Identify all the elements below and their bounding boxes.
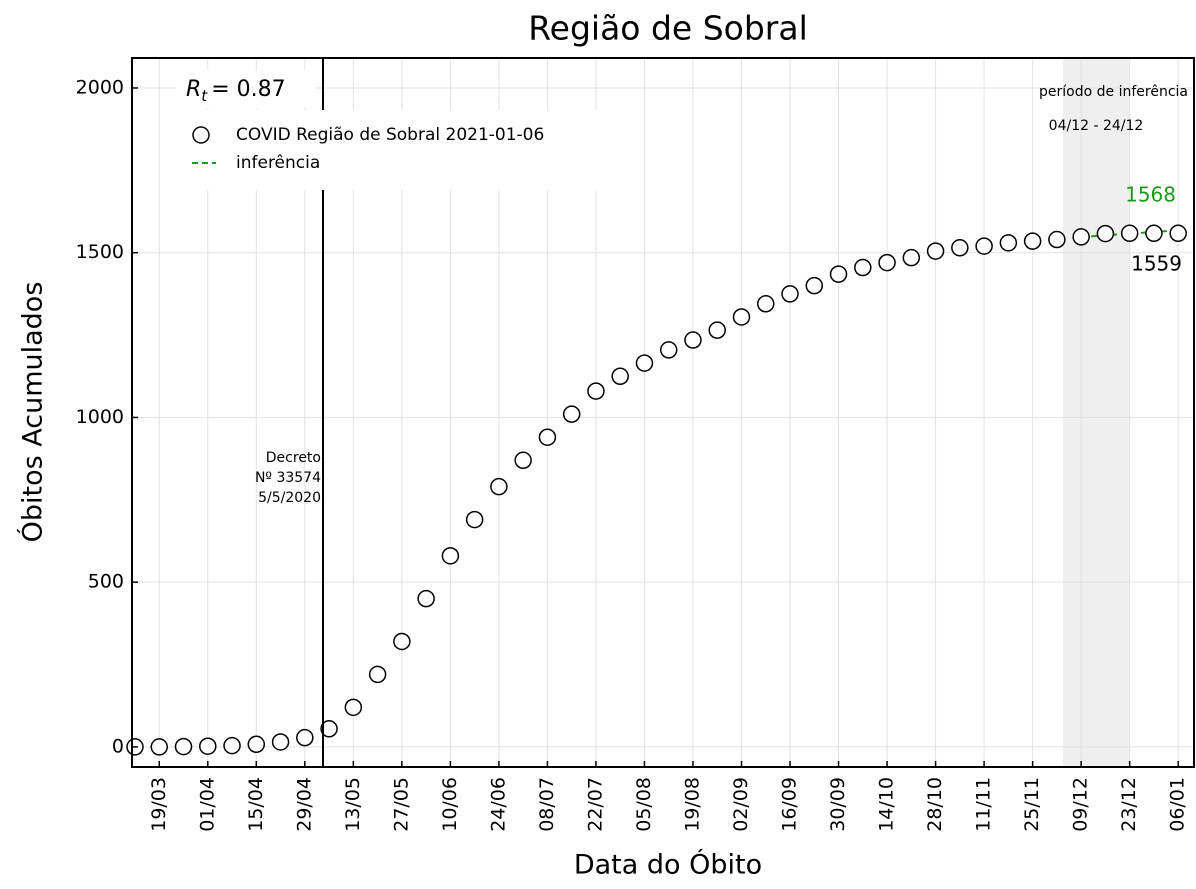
x-tick-label: 16/09 — [779, 777, 801, 832]
data-point — [514, 451, 532, 470]
data-point — [1072, 228, 1090, 246]
data-point — [223, 736, 241, 755]
x-tick-label: 11/11 — [973, 777, 995, 832]
data-point — [708, 321, 726, 339]
x-tick-label: 24/06 — [487, 777, 509, 832]
data-point — [296, 728, 314, 747]
data-point — [1023, 232, 1042, 250]
data-point — [1120, 224, 1139, 243]
x-tick-label: 30/09 — [827, 777, 849, 832]
data-point — [805, 276, 824, 295]
data-point — [659, 341, 678, 359]
data-point — [757, 295, 775, 313]
data-point — [465, 510, 484, 529]
x-tick-label: 06/01 — [1167, 777, 1189, 832]
x-tick-label: 25/11 — [1021, 777, 1043, 832]
rt-bg — [176, 70, 316, 108]
x-tick-label: 09/12 — [1070, 777, 1092, 832]
inference-label: período de inferência — [1039, 84, 1188, 100]
data-point — [320, 720, 338, 738]
x-tick-label: 01/04 — [196, 777, 218, 832]
rt-symbol: R — [186, 77, 201, 102]
data-point — [1048, 230, 1066, 249]
x-tick-label: 10/06 — [439, 777, 461, 832]
rt-value: = 0.87 — [211, 77, 285, 102]
x-tick-label: 13/05 — [342, 777, 364, 832]
data-point — [951, 239, 969, 257]
end-label-observed: 1559 — [1131, 252, 1182, 276]
decree-text: Nº 33574 — [255, 470, 321, 486]
inference-range: 04/12 - 24/12 — [1049, 118, 1144, 134]
x-tick-label: 29/04 — [293, 777, 315, 832]
inference-shade — [1063, 58, 1130, 767]
data-point — [902, 248, 921, 267]
y-tick-label: 0 — [112, 735, 124, 757]
legend-label: inferência — [236, 153, 320, 173]
data-point — [854, 258, 872, 277]
data-point — [781, 285, 799, 303]
y-tick-label: 500 — [88, 571, 124, 593]
data-point — [271, 733, 290, 751]
data-point — [1145, 224, 1163, 243]
y-axis-label: Óbitos Acumulados — [17, 282, 49, 543]
data-point — [150, 738, 169, 756]
y-tick-label: 2000 — [76, 76, 124, 98]
marks — [126, 224, 1187, 756]
legend-bg — [180, 110, 610, 190]
data-point — [926, 242, 945, 260]
legend-marker — [192, 126, 210, 144]
x-axis-label: Data do Óbito — [574, 849, 762, 881]
data-point — [199, 737, 217, 755]
x-tick-label: 28/10 — [924, 777, 946, 832]
data-point — [1169, 224, 1187, 243]
x-tick-label: 08/07 — [536, 777, 558, 832]
data-point — [684, 331, 702, 349]
data-point — [174, 737, 193, 756]
x-tick-label: 23/12 — [1118, 777, 1140, 832]
chart-title: Região de Sobral — [528, 9, 808, 48]
decree-text: Decreto — [266, 450, 321, 466]
data-point — [999, 234, 1018, 252]
data-point — [878, 253, 896, 272]
data-point — [490, 477, 508, 496]
y-tick-label: 1500 — [76, 241, 124, 263]
data-point — [538, 428, 557, 446]
plot-frame — [131, 57, 1195, 768]
data-point — [562, 405, 581, 423]
data-point — [247, 735, 266, 754]
data-point — [975, 237, 993, 255]
x-tick-label: 14/10 — [876, 777, 898, 832]
rt-sub: t — [201, 87, 208, 105]
y-tick-label: 1000 — [76, 406, 124, 428]
x-tick-label: 22/07 — [584, 777, 606, 832]
data-point — [417, 589, 435, 608]
x-tick-label: 05/08 — [633, 777, 655, 832]
x-tick-label: 15/04 — [245, 777, 267, 832]
end-label-inference: 1568 — [1125, 183, 1176, 207]
rt-label: Rt = 0.87 — [186, 77, 286, 105]
legend-label: COVID Região de Sobral 2021-01-06 — [236, 125, 544, 145]
x-tick-label: 02/09 — [730, 777, 752, 832]
data-point — [732, 308, 751, 326]
data-point — [587, 382, 605, 400]
data-point — [393, 632, 411, 651]
x-tick-label: 27/05 — [390, 777, 412, 832]
data-point — [829, 265, 848, 283]
data-point — [368, 665, 387, 684]
x-tick-label: 19/03 — [148, 777, 170, 832]
decree-text: 5/5/2020 — [258, 490, 321, 506]
data-point — [611, 367, 629, 386]
data-point — [1096, 224, 1115, 243]
data-point — [635, 354, 654, 372]
data-point — [344, 698, 363, 717]
data-point — [441, 547, 460, 565]
x-tick-label: 19/08 — [681, 777, 703, 832]
